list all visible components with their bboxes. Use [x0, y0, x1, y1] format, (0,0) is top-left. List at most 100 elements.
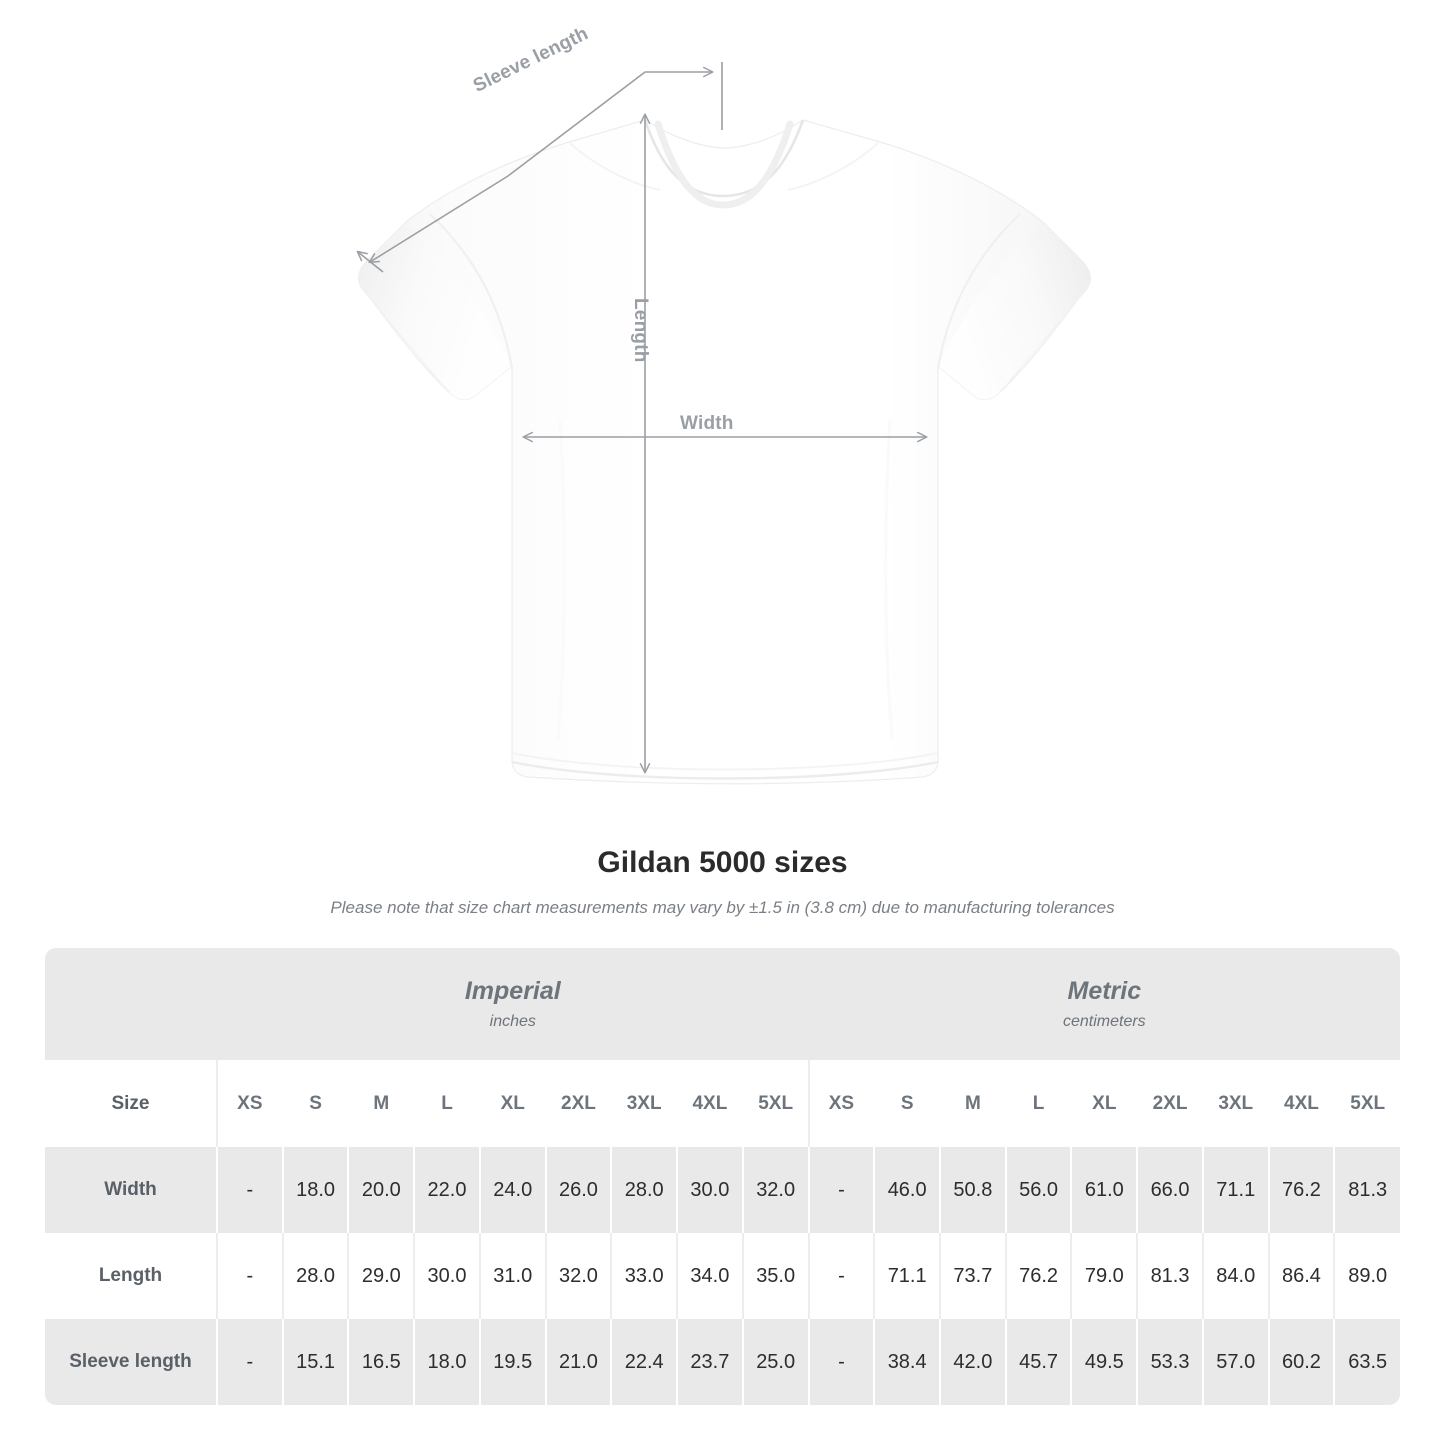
- measurement-cell: 61.0: [1070, 1147, 1138, 1233]
- unit-group-subtitle: inches: [489, 1012, 536, 1030]
- width-label: Width: [680, 413, 734, 434]
- title-block: Gildan 5000 sizes Please note that size …: [0, 845, 1445, 918]
- measurement-cell: 86.4: [1267, 1233, 1335, 1319]
- measurement-cell: 81.3: [1333, 1147, 1400, 1233]
- unit-group-metric: Metric centimeters: [808, 948, 1400, 1060]
- measurement-cell: 18.0: [281, 1147, 349, 1233]
- measurement-cell: 21.0: [544, 1319, 612, 1405]
- measurement-cell: 29.0: [347, 1233, 415, 1319]
- measurement-cell: 28.0: [610, 1147, 678, 1233]
- row-label-width: Width: [45, 1147, 217, 1233]
- measurement-cell: 16.5: [347, 1319, 415, 1405]
- measurement-cell: 89.0: [1333, 1233, 1400, 1319]
- measurement-cell: 42.0: [939, 1319, 1006, 1405]
- tshirt-diagram: Sleeve length Length Width: [356, 23, 1091, 785]
- size-header-m: M: [939, 1060, 1006, 1147]
- measurement-cell: 15.1: [281, 1319, 349, 1405]
- measurement-cell: 79.0: [1070, 1233, 1138, 1319]
- measurement-cell: 26.0: [544, 1147, 612, 1233]
- size-header-xl: XL: [478, 1060, 546, 1147]
- measurement-cell: -: [807, 1147, 875, 1233]
- dimension-lines: [356, 62, 928, 774]
- measurement-cell: 31.0: [478, 1233, 546, 1319]
- measurement-cell: 84.0: [1201, 1233, 1269, 1319]
- table-row: Length -28.0 29.0 30.0 31.0 32.0 33.0 34.0 35.0-…: [45, 1233, 1400, 1319]
- size-chart-table-wrapper: Imperial inches Metric centimeters Size XS S M L…: [45, 948, 1400, 1405]
- size-header-4xl: 4XL: [676, 1060, 743, 1147]
- measurement-cell: 63.5: [1333, 1319, 1400, 1405]
- unit-group-name: Metric: [1067, 976, 1142, 1005]
- measurement-cell: 45.7: [1004, 1319, 1072, 1405]
- measurement-cell: 30.0: [676, 1147, 743, 1233]
- measurement-cell: 60.2: [1267, 1319, 1335, 1405]
- measurement-cell: 53.3: [1136, 1319, 1203, 1405]
- measurement-cell: -: [216, 1233, 283, 1319]
- measurement-cell: 25.0: [741, 1319, 809, 1405]
- table-row: Width -18.0 20.0 22.0 24.0 26.0 28.0 30.0 32.0-4…: [45, 1147, 1400, 1233]
- measurement-cell: 20.0: [347, 1147, 415, 1233]
- shirt-body-shape: [358, 119, 1091, 785]
- measurement-cell: 18.0: [413, 1319, 480, 1405]
- size-header-l: L: [1004, 1060, 1072, 1147]
- measurement-cell: -: [216, 1319, 283, 1405]
- length-label: Length: [630, 298, 651, 363]
- measurement-cell: 30.0: [413, 1233, 480, 1319]
- page-title: Gildan 5000 sizes: [597, 846, 848, 879]
- measurement-cell: 57.0: [1201, 1319, 1269, 1405]
- unit-group-imperial: Imperial inches: [217, 948, 809, 1060]
- size-header-5xl: 5XL: [741, 1060, 809, 1147]
- size-header-5xl: 5XL: [1333, 1060, 1400, 1147]
- measurement-cell: 73.7: [939, 1233, 1006, 1319]
- size-header-s: S: [873, 1060, 941, 1147]
- measurement-cell: 22.0: [413, 1147, 480, 1233]
- measurement-cell: 76.2: [1004, 1233, 1072, 1319]
- measurement-cell: 22.4: [610, 1319, 678, 1405]
- size-chart-table: Imperial inches Metric centimeters Size XS S M L…: [45, 948, 1400, 1405]
- table-row: Sleeve length -15.1 16.5 18.0 19.5 21.0 22.4 23…: [45, 1319, 1400, 1405]
- sleeve-length-arrow: [368, 66, 714, 264]
- size-header-l: L: [413, 1060, 480, 1147]
- size-header-s: S: [281, 1060, 349, 1147]
- measurement-cell: 50.8: [939, 1147, 1006, 1233]
- tshirt-illustration: [356, 62, 1091, 785]
- row-label-header: Size: [45, 1060, 217, 1147]
- measurement-cell: 23.7: [676, 1319, 743, 1405]
- measurement-cell: 71.1: [1201, 1147, 1269, 1233]
- size-header-xs: XS: [216, 1060, 283, 1147]
- measurement-cell: 28.0: [281, 1233, 349, 1319]
- measurement-cell: 32.0: [741, 1147, 809, 1233]
- measurement-cell: 38.4: [873, 1319, 941, 1405]
- size-header-3xl: 3XL: [610, 1060, 678, 1147]
- measurement-cell: -: [807, 1319, 875, 1405]
- measurement-cell: 56.0: [1004, 1147, 1072, 1233]
- measurement-cell: 24.0: [478, 1147, 546, 1233]
- measurement-cell: 19.5: [478, 1319, 546, 1405]
- size-header-xs: XS: [807, 1060, 875, 1147]
- measurement-cell: 71.1: [873, 1233, 941, 1319]
- size-header-3xl: 3XL: [1201, 1060, 1269, 1147]
- unit-group-subtitle: centimeters: [1062, 1012, 1146, 1030]
- measurement-cell: -: [216, 1147, 283, 1233]
- row-label-sleeve-length: Sleeve length: [45, 1319, 217, 1405]
- measurement-cell: 46.0: [873, 1147, 941, 1233]
- unit-banner-row: Imperial inches Metric centimeters: [45, 948, 1400, 1060]
- size-header-4xl: 4XL: [1267, 1060, 1335, 1147]
- measurement-cell: 33.0: [610, 1233, 678, 1319]
- measurement-cell: 35.0: [741, 1233, 809, 1319]
- measurement-cell: 76.2: [1267, 1147, 1335, 1233]
- size-header-xl: XL: [1070, 1060, 1138, 1147]
- measurement-cell: 81.3: [1136, 1233, 1203, 1319]
- measurement-cell: 49.5: [1070, 1319, 1138, 1405]
- size-header-2xl: 2XL: [1136, 1060, 1203, 1147]
- unit-banner-spacer: [45, 948, 217, 1060]
- measurement-cell: 32.0: [544, 1233, 612, 1319]
- row-label-length: Length: [45, 1233, 217, 1319]
- measurement-cell: -: [807, 1233, 875, 1319]
- measurement-cell: 34.0: [676, 1233, 743, 1319]
- size-header-2xl: 2XL: [544, 1060, 612, 1147]
- unit-group-name: Imperial: [464, 976, 561, 1005]
- tolerance-note: Please note that size chart measurements…: [330, 898, 1115, 917]
- size-header-m: M: [347, 1060, 415, 1147]
- size-header-row: Size XS S M L XL 2XL 3XL 4XL 5XL XS S M L XL 2XL 3XL 4XL 5…: [45, 1060, 1400, 1147]
- measurement-cell: 66.0: [1136, 1147, 1203, 1233]
